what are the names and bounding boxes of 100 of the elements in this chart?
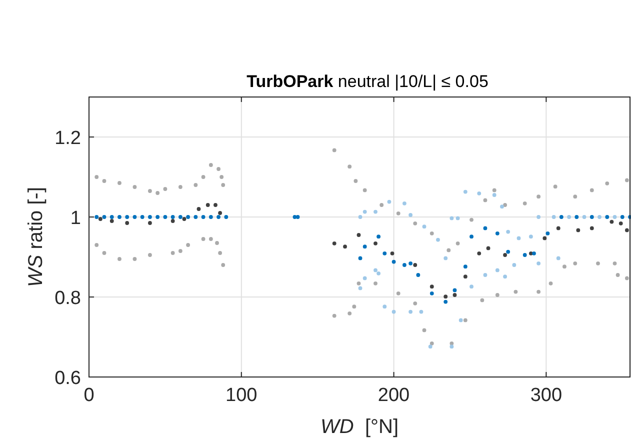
point xyxy=(201,237,206,241)
point xyxy=(573,261,578,266)
point xyxy=(170,215,175,219)
point xyxy=(567,215,571,219)
point xyxy=(422,328,426,332)
point xyxy=(546,231,550,236)
point xyxy=(480,298,484,302)
point xyxy=(452,293,457,297)
point xyxy=(556,256,560,260)
point xyxy=(94,243,99,247)
point xyxy=(522,201,527,206)
point xyxy=(224,215,228,219)
point xyxy=(483,273,488,277)
point xyxy=(463,264,468,269)
point xyxy=(118,181,122,185)
point xyxy=(610,220,614,224)
point xyxy=(221,183,226,187)
point xyxy=(186,215,190,219)
point xyxy=(559,215,564,219)
point xyxy=(132,185,137,189)
point xyxy=(102,251,106,255)
point xyxy=(102,179,106,183)
point xyxy=(562,264,566,269)
point xyxy=(512,263,516,267)
point xyxy=(470,218,474,222)
point xyxy=(483,226,488,230)
point xyxy=(382,304,387,309)
point xyxy=(430,291,434,296)
point xyxy=(596,261,600,266)
point xyxy=(374,268,378,272)
point xyxy=(118,215,122,219)
point xyxy=(532,251,536,256)
point xyxy=(392,260,396,264)
point xyxy=(548,281,553,286)
point xyxy=(201,215,206,219)
point xyxy=(408,261,413,266)
point xyxy=(362,210,367,214)
point xyxy=(503,274,507,279)
point xyxy=(430,284,434,289)
point xyxy=(625,178,629,182)
point xyxy=(387,200,392,204)
point xyxy=(118,257,122,261)
point xyxy=(358,286,362,290)
point xyxy=(590,226,594,230)
point xyxy=(376,271,381,276)
point xyxy=(148,215,152,219)
point xyxy=(598,215,602,219)
point xyxy=(616,273,620,277)
point xyxy=(220,175,224,179)
point xyxy=(182,217,186,221)
point xyxy=(216,167,220,171)
point xyxy=(477,191,482,196)
point xyxy=(392,310,396,314)
point xyxy=(163,187,168,191)
point xyxy=(140,215,144,219)
point xyxy=(178,249,182,253)
point xyxy=(194,215,198,219)
x-tick-label: 0 xyxy=(84,385,94,406)
point xyxy=(362,276,367,280)
chart-title: TurbOPark neutral |10/L| ≤ 0.05 xyxy=(246,72,488,91)
point xyxy=(492,188,496,192)
point xyxy=(503,203,507,207)
point xyxy=(354,179,358,183)
point xyxy=(292,215,297,219)
point xyxy=(430,341,434,346)
point xyxy=(214,203,218,207)
point xyxy=(125,221,130,225)
point xyxy=(590,188,594,192)
point xyxy=(542,236,547,240)
point xyxy=(362,244,367,249)
point xyxy=(620,215,624,219)
point xyxy=(419,310,424,314)
point xyxy=(408,213,413,217)
point xyxy=(376,234,381,239)
point xyxy=(215,241,219,245)
point xyxy=(436,238,440,242)
point xyxy=(573,194,578,199)
point xyxy=(206,203,210,207)
point xyxy=(536,215,541,219)
point xyxy=(514,290,518,294)
point xyxy=(446,248,451,252)
point xyxy=(348,164,352,169)
point xyxy=(458,318,463,322)
point xyxy=(402,201,406,206)
x-axis-title: WD [°N] xyxy=(320,416,398,438)
point xyxy=(374,281,378,286)
point xyxy=(218,251,222,255)
point xyxy=(500,204,504,209)
point xyxy=(486,246,490,250)
point xyxy=(332,314,336,318)
point xyxy=(178,215,182,219)
point xyxy=(522,253,527,257)
point xyxy=(612,215,617,219)
point xyxy=(216,215,220,219)
point xyxy=(218,211,222,215)
point xyxy=(553,184,558,189)
point xyxy=(444,300,448,304)
point xyxy=(456,241,460,246)
point xyxy=(456,216,460,220)
point xyxy=(536,194,541,199)
